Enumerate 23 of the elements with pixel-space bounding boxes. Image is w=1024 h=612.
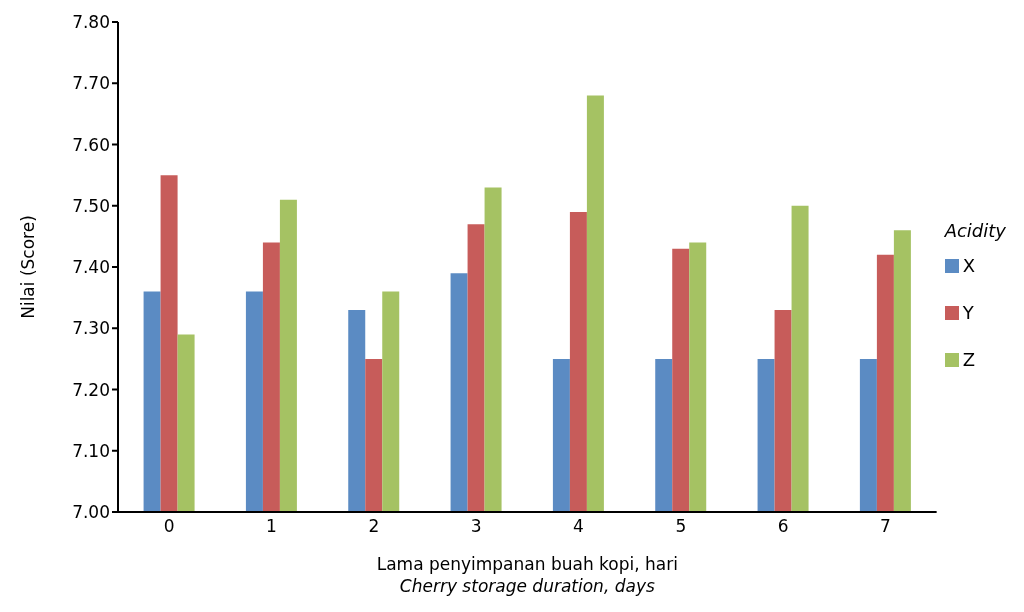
x-tick-label: 6: [777, 516, 789, 537]
legend-title: Acidity: [944, 220, 1006, 241]
y-tick-label: 7.40: [72, 257, 110, 278]
legend-label: Y: [962, 302, 974, 323]
legend-label: X: [962, 255, 975, 276]
y-tick-label: 7.60: [72, 134, 110, 155]
x-tick-label: 3: [470, 516, 482, 537]
y-tick-label: 7.00: [72, 502, 110, 523]
x-tick-label: 2: [368, 516, 380, 537]
y-tick-label: 7.30: [72, 318, 110, 339]
y-tick-label: 7.50: [72, 195, 110, 216]
y-tick-label: 7.10: [72, 440, 110, 461]
x-axis-title: Lama penyimpanan buah kopi, hari Cherry storage duration, days: [376, 554, 678, 596]
x-tick-label: 0: [163, 516, 175, 537]
x-tick-label: 5: [675, 516, 687, 537]
y-tick-label: 7.20: [72, 379, 110, 400]
legend-label: Z: [962, 349, 975, 370]
x-tick-label: 4: [573, 516, 584, 537]
y-axis-title: Nilai (Score): [18, 215, 39, 319]
y-tick-label: 7.80: [72, 12, 110, 33]
x-tick-label: 7: [880, 516, 891, 537]
x-tick-label: 1: [266, 516, 277, 537]
y-tick-label: 7.70: [72, 73, 110, 94]
